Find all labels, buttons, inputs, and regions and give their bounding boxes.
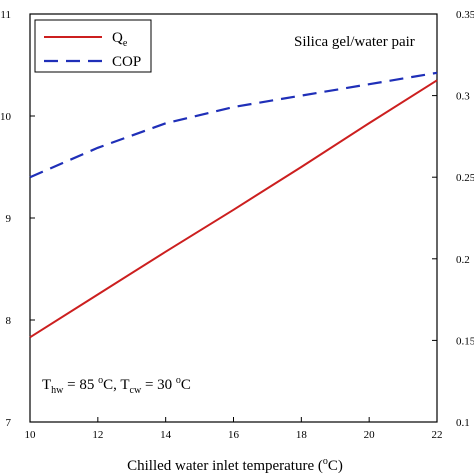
- legend-label-qe: Qe: [112, 30, 128, 49]
- left-y-axis: 7 8 9 10 11: [0, 9, 35, 429]
- annotation-conditions: Thw = 85 oC, Tcw = 30 oC: [42, 375, 191, 396]
- series-line-qe: [29, 79, 438, 339]
- x-axis: 10 12 14 16 18 20 22: [25, 417, 443, 441]
- x-tick-label: 20: [364, 429, 376, 441]
- left-y-tick-label: 11: [0, 9, 11, 21]
- x-axis-title: Chilled water inlet temperature (oC): [127, 456, 343, 474]
- right-y-tick-label: 0.1: [456, 417, 470, 429]
- legend-label-cop: COP: [112, 54, 141, 70]
- left-y-tick-label: 7: [6, 417, 12, 429]
- x-tick-label: 14: [160, 429, 172, 441]
- x-tick-label: 12: [92, 429, 103, 441]
- x-tick-label: 18: [296, 429, 308, 441]
- x-tick-label: 22: [432, 429, 443, 441]
- legend: Qe COP: [34, 19, 152, 73]
- x-tick-label: 10: [25, 429, 37, 441]
- right-y-tick-label: 0.15: [456, 335, 474, 347]
- series-layer: [29, 71, 438, 339]
- legend-box: [34, 19, 152, 73]
- plot-frame: [29, 13, 438, 423]
- series-line-cop: [29, 71, 438, 179]
- right-y-tick-label: 0.3: [456, 91, 470, 103]
- left-y-tick-label: 10: [0, 111, 12, 123]
- right-y-axis: 0.1 0.15 0.2 0.25 0.3 0.35: [432, 9, 474, 429]
- left-y-tick-label: 9: [6, 213, 12, 225]
- right-y-tick-label: 0.35: [456, 9, 474, 21]
- right-y-tick-label: 0.25: [456, 172, 474, 184]
- x-tick-label: 16: [228, 429, 240, 441]
- left-y-tick-label: 8: [6, 315, 12, 327]
- right-y-tick-label: 0.2: [456, 254, 470, 266]
- annotation-pair: Silica gel/water pair: [294, 34, 415, 50]
